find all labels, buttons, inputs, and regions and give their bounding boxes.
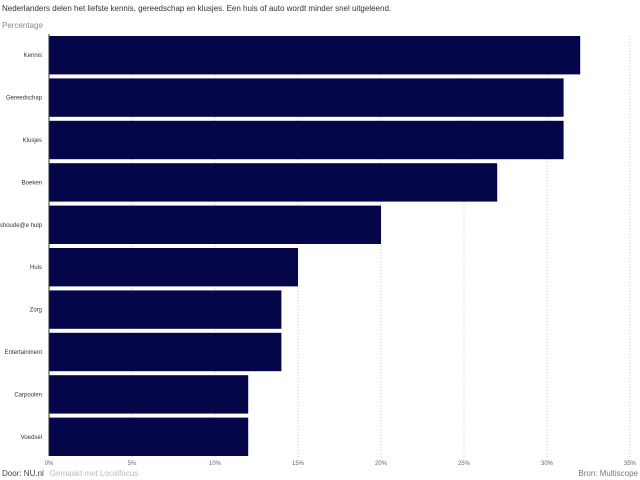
x-tick-label: 35% — [624, 461, 637, 467]
category-label: Huis — [30, 265, 42, 271]
bar — [49, 78, 564, 117]
category-label: Huishoude@e hulp — [0, 223, 43, 229]
category-label: Entertainment — [5, 350, 43, 356]
category-label: Carpoolen — [14, 392, 42, 398]
x-tick-label: 15% — [292, 461, 305, 467]
bar — [49, 248, 298, 287]
category-label: Gereedschap — [6, 96, 43, 102]
bar — [49, 417, 249, 456]
localfocus-link[interactable]: Gemaakt met Localfocus — [49, 469, 139, 478]
x-tick-label: 0% — [45, 461, 54, 467]
unit-label: Percentage — [2, 21, 43, 30]
chart-subtitle: Nederlanders delen het liefste kennis, g… — [2, 4, 392, 13]
category-label: Klusjes — [23, 138, 42, 144]
bar — [49, 375, 249, 414]
x-tick-label: 30% — [541, 461, 554, 467]
x-tick-label: 25% — [458, 461, 471, 467]
maker: Door: NU.nl — [2, 469, 44, 478]
category-label: Voedsel — [21, 435, 42, 441]
category-label: Boeken — [22, 180, 42, 186]
bar — [49, 36, 581, 75]
bar — [49, 120, 564, 160]
bar — [49, 163, 498, 202]
x-tick-label: 5% — [128, 461, 137, 467]
category-label: Kennis — [24, 53, 42, 59]
bar — [49, 332, 282, 372]
source: Bron: Multiscope — [578, 469, 638, 478]
bar — [49, 290, 282, 329]
x-tick-label: 20% — [375, 461, 388, 467]
category-label: Zorg — [30, 308, 42, 314]
footer-credits: Door: NU.nl Gemaakt met Localfocus — [2, 469, 138, 478]
x-tick-label: 10% — [209, 461, 222, 467]
bar — [49, 205, 381, 244]
